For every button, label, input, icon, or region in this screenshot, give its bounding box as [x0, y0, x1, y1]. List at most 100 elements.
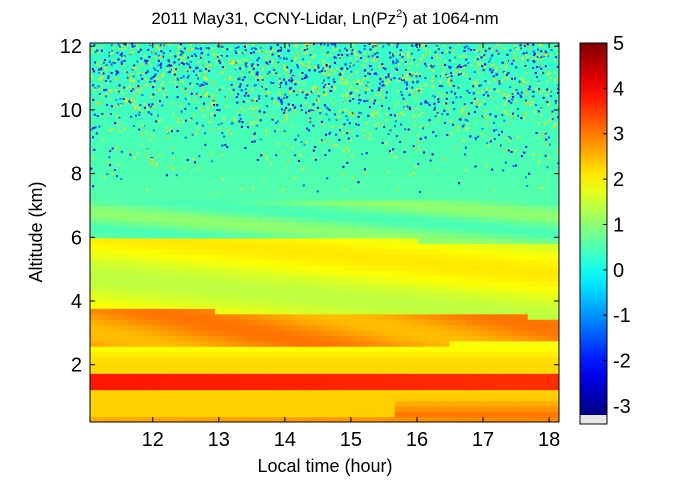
heatmap-cell: [355, 248, 365, 255]
heatmap-cell: [488, 281, 498, 288]
heatmap-cell: [394, 194, 404, 201]
heatmap-cell: [441, 302, 451, 309]
heatmap-cell: [308, 313, 318, 320]
heatmap-cell: [402, 281, 412, 288]
heatmap-cell: [269, 86, 279, 93]
heatmap-cell: [246, 210, 255, 217]
noise-speckle: [424, 100, 427, 103]
heatmap-cell: [105, 124, 115, 131]
heatmap-cell: [308, 292, 318, 299]
heatmap-cell: [394, 172, 404, 179]
heatmap-cell: [277, 75, 287, 82]
noise-speckle: [513, 51, 516, 54]
heatmap-cell: [488, 335, 498, 342]
heatmap-cell: [371, 135, 380, 142]
heatmap-cell: [113, 80, 122, 87]
noise-speckle: [356, 134, 359, 137]
heatmap-cell: [285, 53, 294, 60]
noise-speckle: [218, 59, 221, 62]
noise-speckle: [243, 45, 246, 48]
noise-speckle: [508, 148, 511, 151]
noise-speckle: [256, 73, 259, 76]
heatmap-cell: [363, 216, 372, 223]
heatmap-cell: [129, 275, 138, 282]
heatmap-cell: [199, 48, 208, 55]
heatmap-cell: [308, 145, 318, 152]
heatmap-cell: [277, 308, 287, 315]
heatmap-cell: [394, 270, 404, 277]
heatmap-cell: [355, 151, 365, 158]
heatmap-cell: [496, 64, 505, 71]
noise-speckle: [554, 71, 557, 74]
heatmap-cell: [355, 145, 365, 152]
heatmap-cell: [269, 308, 279, 315]
heatmap-cell: [488, 232, 498, 239]
heatmap-cell: [191, 113, 201, 120]
heatmap-cell: [308, 129, 318, 136]
heatmap-cell: [426, 243, 435, 250]
heatmap-cell: [394, 357, 404, 364]
heatmap-cell: [332, 86, 341, 93]
heatmap-cell: [371, 178, 380, 185]
noise-speckle: [158, 88, 161, 91]
heatmap-cell: [340, 53, 349, 60]
heatmap-cell: [254, 210, 263, 217]
noise-speckle: [199, 47, 202, 50]
heatmap-cell: [238, 248, 247, 255]
heatmap-cell: [160, 248, 169, 255]
heatmap-cell: [136, 167, 146, 174]
heatmap-cell: [105, 140, 115, 147]
heatmap-cell: [402, 324, 412, 331]
heatmap-cell: [152, 254, 161, 261]
noise-speckle: [159, 118, 162, 121]
heatmap-cell: [160, 400, 169, 407]
heatmap-cell: [113, 248, 122, 255]
heatmap-cell: [222, 324, 232, 331]
heatmap-cell: [496, 297, 505, 304]
heatmap-cell: [340, 405, 349, 412]
heatmap-cell: [152, 227, 161, 234]
heatmap-cell: [379, 373, 388, 380]
heatmap-cell: [496, 227, 505, 234]
heatmap-cell: [301, 59, 310, 66]
heatmap-cell: [433, 59, 443, 66]
heatmap-cell: [238, 302, 247, 309]
heatmap-cell: [144, 205, 154, 212]
heatmap-cell: [168, 254, 177, 261]
heatmap-cell: [207, 313, 216, 320]
heatmap-cell: [519, 335, 529, 342]
heatmap-cell: [168, 156, 177, 163]
heatmap-cell: [308, 140, 318, 147]
heatmap-cell: [449, 227, 458, 234]
heatmap-cell: [277, 346, 287, 353]
heatmap-cell: [152, 102, 161, 109]
noise-speckle: [206, 92, 209, 94]
heatmap-cell: [129, 357, 138, 364]
heatmap-cell: [230, 384, 240, 391]
heatmap-cell: [129, 129, 138, 136]
heatmap-cell: [535, 53, 544, 60]
heatmap-cell: [238, 140, 247, 147]
heatmap-cell: [191, 178, 201, 185]
heatmap-cell: [191, 346, 201, 353]
heatmap-cell: [199, 313, 208, 320]
noise-speckle: [328, 132, 331, 135]
heatmap-cell: [261, 91, 271, 98]
heatmap-cell: [441, 86, 451, 93]
heatmap-cell: [160, 135, 169, 142]
heatmap-cell: [238, 378, 247, 385]
noise-speckle: [251, 88, 254, 91]
heatmap-cell: [363, 259, 372, 266]
heatmap-cell: [363, 367, 372, 374]
noise-speckle: [490, 96, 493, 99]
heatmap-cell: [121, 324, 130, 331]
noise-speckle: [181, 81, 184, 84]
heatmap-cell: [426, 400, 435, 407]
heatmap-cell: [410, 43, 419, 50]
heatmap-cell: [387, 237, 396, 244]
heatmap-cell: [222, 80, 232, 87]
heatmap-cell: [277, 313, 287, 320]
noise-speckle: [389, 56, 392, 59]
heatmap-cell: [496, 302, 505, 309]
heatmap-cell: [277, 270, 287, 277]
